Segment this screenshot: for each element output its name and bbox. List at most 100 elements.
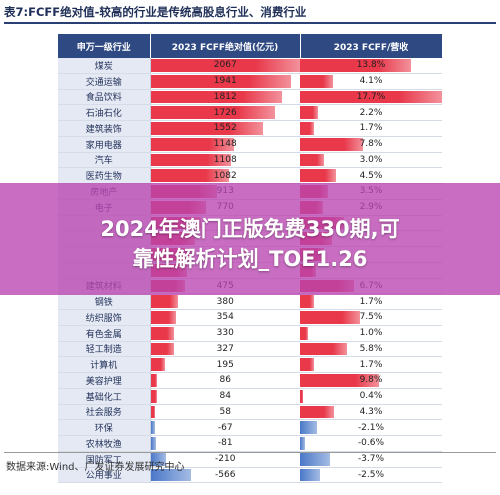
industry-cell: 家用电器 xyxy=(58,136,151,153)
ratio-cell: 1.7% xyxy=(300,120,442,137)
fcff-cell-value: 195 xyxy=(216,359,234,370)
ratio-bar xyxy=(300,468,321,482)
ratio-bar xyxy=(300,437,305,450)
table-row: 石油石化 1726 2.2% xyxy=(58,104,442,121)
ratio-bar xyxy=(300,169,337,182)
fcff-cell-value: 58 xyxy=(219,406,231,417)
ratio-cell: 1.7% xyxy=(300,356,442,373)
fcff-cell: 1726 xyxy=(150,104,300,121)
table-row: 医药生物 1082 4.5% xyxy=(58,167,442,184)
fcff-cell: 58 xyxy=(150,404,300,421)
ratio-cell: 4.5% xyxy=(300,167,442,184)
ratio-cell-value: 3.0% xyxy=(359,154,383,165)
fcff-bar xyxy=(150,389,157,403)
industry-cell: 钢铁 xyxy=(58,293,151,310)
fcff-bar xyxy=(150,122,263,135)
overlay-line-1: 2024年澳门正版免费330期,可 xyxy=(100,217,400,241)
ratio-cell: -3.7% xyxy=(300,451,442,468)
ratio-cell-value: -0.6% xyxy=(357,438,385,449)
ratio-bar xyxy=(300,90,442,104)
industry-cell: 基础化工 xyxy=(58,388,151,405)
fcff-bar xyxy=(150,326,175,340)
ratio-cell-value: 5.8% xyxy=(359,343,383,354)
ratio-cell: 17.7% xyxy=(300,89,442,106)
table-row: 轻工制造 327 5.8% xyxy=(58,341,442,358)
fcff-bar xyxy=(150,342,175,356)
promo-overlay-text: 2024年澳门正版免费330期,可 靠性解析计划_TOE1.26 xyxy=(0,214,500,274)
fcff-cell: 195 xyxy=(150,356,300,373)
table-row: 农林牧渔 -81 -0.6% xyxy=(58,435,442,452)
fcff-bar xyxy=(150,358,165,371)
fcff-cell-value: 1941 xyxy=(213,76,237,87)
industry-cell: 医药生物 xyxy=(58,167,151,184)
industry-cell: 美容护理 xyxy=(58,372,151,389)
fcff-cell: 327 xyxy=(150,341,300,358)
ratio-cell-value: -3.7% xyxy=(357,454,385,465)
fcff-cell-value: 1148 xyxy=(213,139,237,150)
industry-cell: 环保 xyxy=(58,419,151,436)
ratio-cell: 7.8% xyxy=(300,136,442,153)
ratio-cell-value: 4.1% xyxy=(359,76,383,87)
table-row: 食品饮料 1812 17.7% xyxy=(58,89,442,106)
ratio-bar xyxy=(300,295,314,308)
ratio-cell-value: -2.5% xyxy=(357,469,385,480)
ratio-cell: 1.7% xyxy=(300,293,442,310)
ratio-cell-value: 1.7% xyxy=(359,359,383,370)
ratio-bar xyxy=(300,137,363,151)
ratio-bar xyxy=(300,452,330,466)
table-row: 基础化工 84 0.4% xyxy=(58,388,442,405)
ratio-bar xyxy=(300,153,325,167)
table-row: 家用电器 1148 7.8% xyxy=(58,136,442,153)
ratio-bar xyxy=(300,59,411,72)
fcff-cell-value: -210 xyxy=(215,454,236,465)
ratio-cell-value: 1.0% xyxy=(359,328,383,339)
ratio-bar xyxy=(300,342,347,356)
ratio-cell: 4.3% xyxy=(300,404,442,421)
ratio-cell-value: 17.7% xyxy=(356,91,386,102)
fcff-cell-value: 1108 xyxy=(213,154,237,165)
col-header-industry: 申万一级行业 xyxy=(58,34,151,58)
fcff-bar xyxy=(150,452,166,466)
fcff-cell-value: 84 xyxy=(219,391,231,402)
ratio-bar xyxy=(300,326,309,340)
fcff-cell-value: 330 xyxy=(216,328,234,339)
ratio-cell: -2.5% xyxy=(300,467,442,484)
fcff-cell-value: 380 xyxy=(216,296,234,307)
ratio-cell-value: 7.8% xyxy=(359,139,383,150)
fcff-cell: 354 xyxy=(150,309,300,326)
col-header-fcff: 2023 FCFF绝对值(亿元) xyxy=(150,34,301,58)
fcff-cell-value: -566 xyxy=(215,469,236,480)
fcff-bar xyxy=(150,59,300,72)
fcff-cell: 84 xyxy=(150,388,300,405)
fcff-cell: 86 xyxy=(150,372,300,389)
fcff-bar xyxy=(150,437,157,450)
fcff-bar xyxy=(150,74,291,88)
ratio-cell-value: 4.5% xyxy=(359,170,383,181)
ratio-cell-value: 7.5% xyxy=(359,312,383,323)
fcff-cell-value: 354 xyxy=(216,312,234,323)
fcff-cell: 1108 xyxy=(150,152,300,169)
table-row: 纺织服饰 354 7.5% xyxy=(58,309,442,326)
industry-cell: 有色金属 xyxy=(58,325,151,342)
fcff-cell: -81 xyxy=(150,435,300,452)
ratio-bar xyxy=(300,74,333,88)
fcff-cell-value: -81 xyxy=(217,438,233,449)
industry-cell: 汽车 xyxy=(58,152,151,169)
fcff-cell-value: 2067 xyxy=(213,60,237,71)
ratio-bar xyxy=(300,421,317,434)
ratio-cell: -2.1% xyxy=(300,419,442,436)
industry-cell: 国防军工 xyxy=(58,451,151,468)
fcff-cell: -67 xyxy=(150,419,300,436)
ratio-bar xyxy=(300,311,361,324)
ratio-cell-value: 0.4% xyxy=(359,391,383,402)
fcff-bar xyxy=(150,405,155,419)
table-row: 社会服务 58 4.3% xyxy=(58,404,442,421)
ratio-cell-value: 13.8% xyxy=(356,60,386,71)
fcff-bar xyxy=(150,421,156,434)
fcff-cell-value: 1812 xyxy=(213,91,237,102)
fcff-cell: -566 xyxy=(150,467,300,484)
industry-cell: 建筑装饰 xyxy=(58,120,151,137)
table-row: 交通运输 1941 4.1% xyxy=(58,73,442,90)
ratio-bar xyxy=(300,358,314,371)
ratio-cell-value: 1.7% xyxy=(359,123,383,134)
